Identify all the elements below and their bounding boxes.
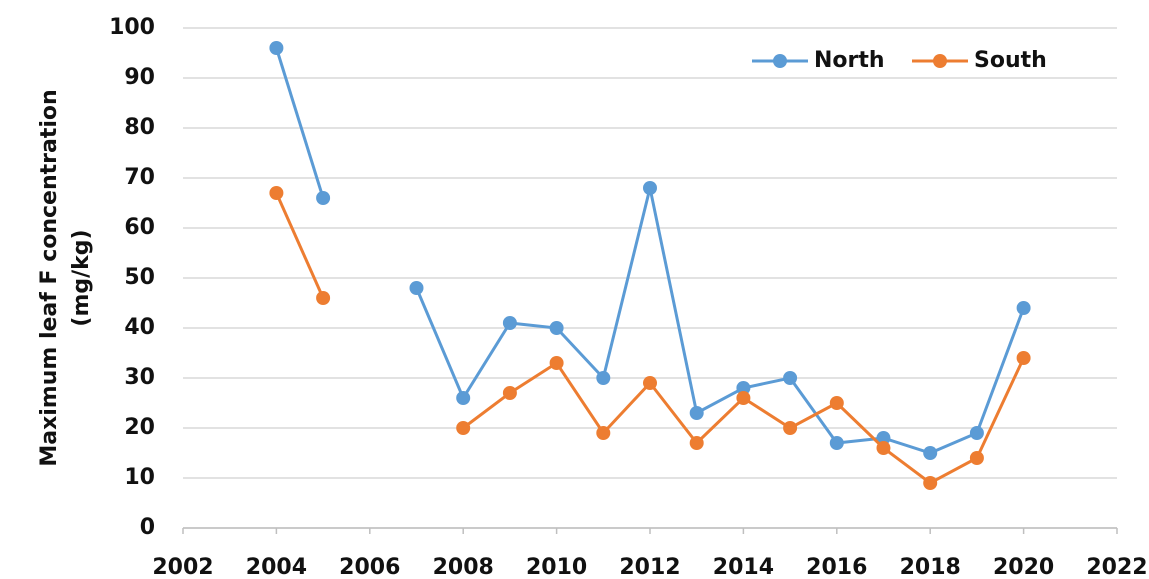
x-tick-label: 2012 bbox=[619, 555, 680, 579]
y-tick-label: 50 bbox=[124, 265, 155, 290]
x-tick-label: 2014 bbox=[713, 555, 774, 579]
y-tick-label: 10 bbox=[124, 465, 155, 490]
data-point bbox=[1016, 351, 1031, 365]
data-point bbox=[596, 426, 611, 440]
data-point bbox=[876, 431, 891, 445]
y-axis-label: (mg/kg) bbox=[69, 229, 94, 326]
data-point bbox=[269, 41, 284, 55]
x-tick-label: 2020 bbox=[993, 555, 1054, 579]
x-tick-label: 2016 bbox=[806, 555, 867, 579]
y-tick-label: 30 bbox=[124, 365, 155, 390]
data-point bbox=[269, 186, 284, 200]
x-tick-label: 2004 bbox=[246, 555, 307, 579]
x-tick-label: 2010 bbox=[526, 555, 587, 579]
data-point bbox=[829, 396, 844, 410]
data-point bbox=[456, 391, 471, 405]
x-tick-label: 2002 bbox=[152, 555, 213, 579]
data-point bbox=[409, 281, 424, 295]
y-tick-label: 90 bbox=[124, 65, 155, 90]
data-point bbox=[316, 191, 331, 205]
data-point bbox=[549, 356, 564, 370]
legend-marker bbox=[933, 54, 947, 68]
data-point bbox=[736, 381, 751, 395]
data-point bbox=[783, 421, 798, 435]
y-tick-label: 70 bbox=[124, 165, 155, 190]
y-axis-label: Maximum leaf F concentration bbox=[37, 89, 62, 466]
data-point bbox=[316, 291, 331, 305]
data-point bbox=[783, 371, 798, 385]
data-point bbox=[736, 391, 751, 405]
y-tick-label: 20 bbox=[124, 415, 155, 440]
series-line bbox=[415, 187, 1026, 455]
y-tick-label: 0 bbox=[140, 515, 155, 540]
legend-label: South bbox=[974, 48, 1047, 73]
data-point bbox=[923, 476, 938, 490]
data-point bbox=[969, 451, 984, 465]
data-point bbox=[689, 436, 704, 450]
legend-marker bbox=[773, 54, 787, 68]
data-point bbox=[969, 426, 984, 440]
data-point bbox=[596, 371, 611, 385]
x-tick-label: 2022 bbox=[1086, 555, 1147, 579]
data-point bbox=[456, 421, 471, 435]
data-point bbox=[502, 386, 517, 400]
y-tick-label: 40 bbox=[124, 315, 155, 340]
data-point bbox=[502, 316, 517, 330]
x-tick-label: 2006 bbox=[339, 555, 400, 579]
data-point bbox=[643, 181, 657, 195]
data-point bbox=[829, 436, 844, 450]
x-tick-label: 2008 bbox=[433, 555, 494, 579]
data-point bbox=[1016, 301, 1031, 315]
x-tick-label: 2018 bbox=[900, 555, 961, 579]
y-tick-label: 100 bbox=[109, 15, 155, 40]
data-point bbox=[923, 446, 938, 460]
series-line bbox=[462, 357, 1025, 485]
y-tick-label: 60 bbox=[124, 215, 155, 240]
y-tick-label: 80 bbox=[124, 115, 155, 140]
data-point bbox=[689, 406, 704, 420]
legend-label: North bbox=[814, 48, 885, 73]
data-point bbox=[876, 441, 891, 455]
series-line bbox=[275, 192, 325, 299]
data-point bbox=[549, 321, 564, 335]
data-point bbox=[643, 376, 657, 390]
series-line bbox=[274, 47, 325, 199]
